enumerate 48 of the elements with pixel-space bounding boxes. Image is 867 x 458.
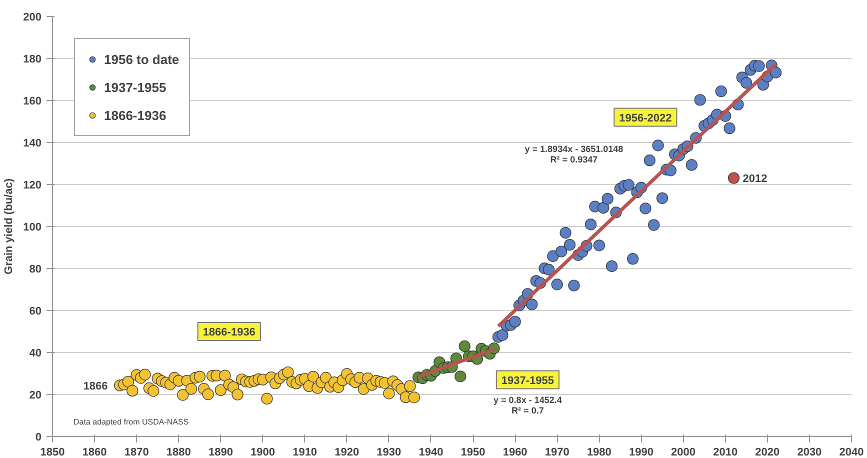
annotation: y = 1.8934x - 3651.0148 — [524, 144, 624, 154]
x-tick-label: 1930 — [376, 446, 402, 458]
point — [728, 172, 740, 184]
annotation: Data adapted from USDA-NASS — [74, 417, 189, 426]
point — [454, 370, 466, 382]
y-tick-label: 20 — [29, 390, 42, 402]
annotation: R² = 0.7 — [512, 405, 544, 416]
x-tick-label: 1960 — [502, 446, 528, 458]
x-tick-label: 1900 — [250, 446, 276, 458]
x-tick-label: 1850 — [40, 446, 65, 458]
y-tick-label: 0 — [35, 432, 42, 444]
x-tick-label: 1940 — [418, 446, 444, 458]
x-tick-label: 2010 — [713, 446, 738, 458]
x-tick-label: 1870 — [124, 446, 149, 458]
x-tick-label: 1890 — [208, 446, 233, 458]
y-tick-label: 40 — [29, 348, 42, 360]
x-tick-label: 1990 — [629, 446, 654, 458]
y-tick-label: 160 — [23, 96, 42, 108]
x-tick-label: 1910 — [292, 446, 318, 458]
x-tick-label: 2040 — [839, 446, 864, 458]
y-tick-label: 100 — [23, 222, 42, 234]
y-tick-label: 180 — [23, 54, 42, 66]
y-tick-label: 80 — [29, 264, 42, 276]
y-tick-label: 60 — [29, 306, 42, 318]
x-tick-label: 2030 — [797, 446, 822, 458]
x-tick-label: 1970 — [544, 446, 570, 458]
annotation: 1937-1955 — [501, 374, 554, 387]
x-tick-label: 1920 — [334, 446, 360, 458]
x-tick-label: 2020 — [755, 446, 780, 458]
y-tick-label: 200 — [23, 12, 42, 24]
y-tick-label: 120 — [23, 180, 42, 192]
annotation: 1956-2022 — [619, 112, 672, 124]
legend-label: 1937-1955 — [104, 80, 166, 94]
y-axis-title: Grain yield (bu/ac) — [3, 178, 16, 274]
annotation: y = 0.8x - 1452.4 — [494, 394, 562, 405]
x-tick-label: 1880 — [166, 446, 191, 458]
x-tick-label: 1860 — [82, 446, 107, 458]
x-tick-label: 1950 — [460, 446, 486, 458]
y-tick-label: 140 — [23, 138, 42, 150]
point — [458, 340, 470, 352]
annotation: R² = 0.9347 — [550, 154, 598, 164]
x-tick-label: 2000 — [671, 446, 696, 458]
x-tick-label: 1980 — [586, 446, 612, 458]
legend-label: 1866-1936 — [104, 108, 166, 122]
annotation: 1866 — [83, 380, 108, 392]
annotation: 1866-1936 — [202, 326, 256, 338]
annotation: 2012 — [742, 172, 768, 185]
legend-label: 1956 to date — [104, 52, 180, 66]
